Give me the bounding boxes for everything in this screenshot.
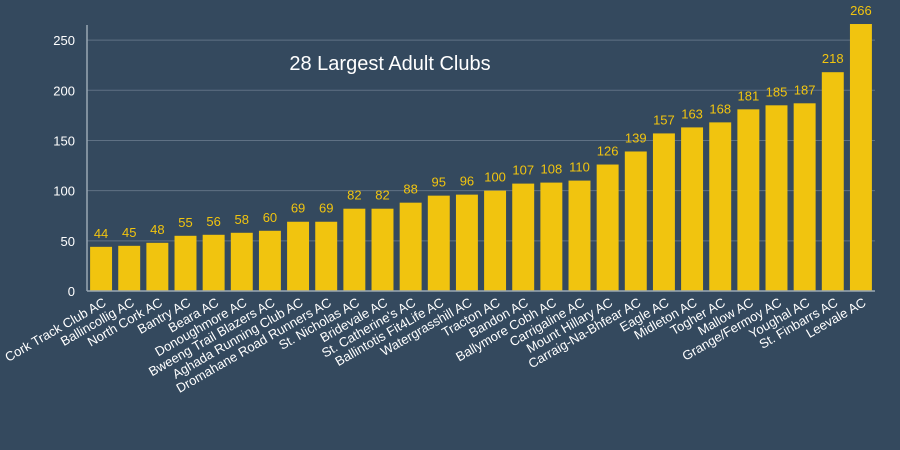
data-label: 110 [569,160,590,175]
data-label: 157 [653,112,675,127]
y-tick-label: 150 [53,133,75,148]
data-label: 45 [122,225,136,240]
data-label: 266 [850,3,872,18]
y-tick-label: 100 [53,184,75,199]
data-label: 100 [484,170,506,185]
data-label: 96 [460,174,474,189]
bar [512,183,535,291]
bar [455,194,478,291]
y-tick-label: 250 [53,33,75,48]
data-label: 82 [375,188,389,203]
bar [258,230,281,291]
data-label: 44 [94,226,108,241]
bar [596,164,619,291]
y-tick-label: 0 [68,284,75,299]
bars [90,24,872,292]
y-axis-ticks: 0 50 100 150 200 250 [53,33,75,299]
bar [849,24,872,292]
data-label: 139 [625,130,647,145]
bar [371,208,394,291]
bar [652,133,675,291]
data-label: 163 [681,106,703,121]
bar [568,180,591,291]
bar [681,127,704,291]
bar [793,103,816,292]
data-label: 218 [822,51,844,66]
bar [484,190,507,291]
data-label: 56 [206,214,220,229]
data-label: 185 [766,84,788,99]
data-label: 181 [738,88,760,103]
bar [821,72,844,291]
bar [624,151,647,291]
data-label: 69 [319,201,333,216]
data-label: 168 [709,101,731,116]
data-label: 48 [150,222,164,237]
y-tick-label: 50 [61,234,75,249]
chart-title: 28 Largest Adult Clubs [289,53,490,75]
data-labels: 44 45 48 55 56 58 60 69 69 82 82 88 95 96 100 107 108 110… [94,3,872,241]
bar [765,105,788,291]
data-label: 187 [794,82,816,97]
bar [174,235,197,291]
bar [399,202,422,291]
bar [427,195,450,291]
bar [146,242,169,291]
bar [118,245,141,291]
data-label: 108 [541,162,563,177]
data-label: 126 [597,144,619,159]
data-label: 107 [512,163,534,178]
bar [287,221,310,291]
data-label: 69 [291,201,305,216]
data-label: 58 [235,212,249,227]
bar [343,208,366,291]
bar [737,109,760,292]
bar [540,182,563,291]
data-label: 55 [178,215,192,230]
data-label: 95 [432,175,446,190]
bar [202,234,225,291]
bar [230,232,253,291]
data-label: 82 [347,188,361,203]
bar [90,246,113,291]
data-label: 88 [403,182,417,197]
bar [709,122,732,291]
data-label: 60 [263,210,277,225]
y-tick-label: 200 [53,83,75,98]
bar [315,221,338,291]
